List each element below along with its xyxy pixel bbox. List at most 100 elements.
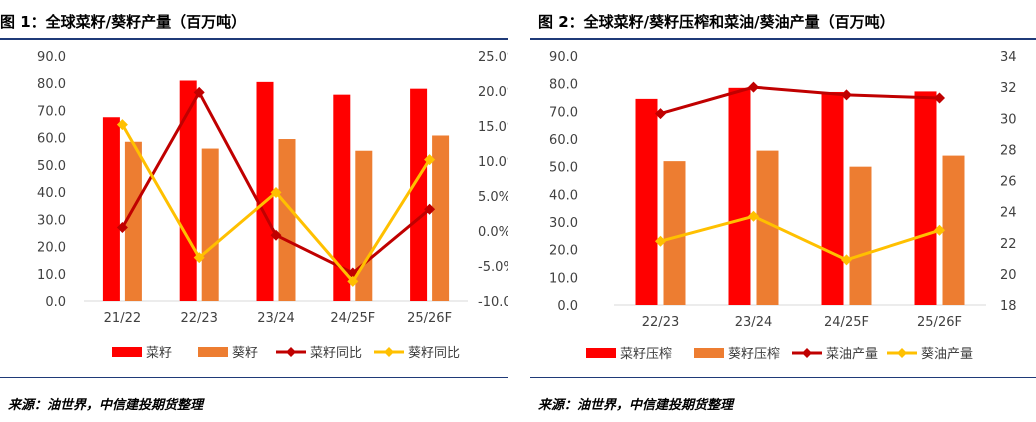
line-marker [934,224,945,236]
bar-secondary [663,161,686,305]
line-marker [193,86,205,98]
series-line-primary [660,85,940,116]
figure-2-title: 图 2：全球菜籽/葵籽压榨和菜油/葵油产量（百万吨） [538,13,895,31]
legend-label: 菜籽压榨 [620,346,672,362]
y-left-tick-label: 60.0 [549,133,578,148]
line-marker [116,222,128,233]
legend-swatch [586,348,616,358]
bar-secondary [849,166,872,305]
line-marker [655,108,666,120]
line-marker [748,81,759,93]
y-right-tick-label: 24 [1000,206,1017,221]
y-right-tick-label: -10.0% [478,295,508,310]
line-marker [841,89,852,101]
line-marker [116,119,128,131]
y-right-tick-label: 0.0% [478,225,508,240]
y-left-tick-label: 40.0 [549,188,578,203]
figure-1-chart: 0.0 10.0 20.0 30.0 40.0 50.0 60.0 70.0 80.0 90.0 -… [37,50,508,361]
x-tick-label: 23/24 [257,311,294,326]
y-left-tick-label: 50.0 [37,159,66,174]
legend-marker [802,348,812,358]
y-left-tick-label: 60.0 [37,132,66,147]
bar-primary [728,87,751,305]
series-line-primary [121,90,431,275]
x-tick-label: 21/22 [104,311,141,326]
line-marker [270,229,282,241]
bar-primary [102,117,120,301]
figure-1-title: 图 1：全球菜籽/葵籽产量（百万吨） [0,13,247,31]
y-right-tick-label: 15.0% [478,120,508,135]
legend-label: 葵籽同比 [408,346,460,361]
y-left-tick-label: 90.0 [37,50,66,65]
legend-marker [286,347,296,357]
x-tick-label: 25/26F [407,311,452,326]
y-left-tick-label: 80.0 [37,77,66,92]
bar-primary [914,91,937,305]
x-tick-label: 24/25F [824,315,869,330]
legend-label: 菜油产量 [826,347,878,362]
y-left-tick-label: 10.0 [37,268,66,283]
figure-2-source: 来源：油世界，中信建投期货整理 [538,398,734,413]
y-left-tick-label: 20.0 [37,241,66,256]
legend-label: 菜籽同比 [310,346,362,361]
series-line-secondary [660,214,940,262]
y-right-tick-label: 28 [1000,143,1017,158]
y-right-tick-label: -5.0% [478,260,508,275]
legend-label: 菜籽 [146,346,172,361]
x-tick-label: 25/26F [917,315,962,330]
y-right-tick-label: 32 [1000,81,1017,96]
line-marker [748,210,759,222]
bar-primary [821,91,844,305]
y-left-tick-label: 30.0 [37,213,66,228]
line-marker [424,154,436,166]
y-left-tick-label: 40.0 [37,186,66,201]
y-left-tick-label: 70.0 [549,105,578,120]
y-right-tick-label: 25.0% [478,50,508,65]
y-right-tick-label: 5.0% [478,190,508,205]
figure-1-bottom-rule [0,377,508,378]
y-left-tick-label: 0.0 [557,299,578,314]
bar-primary [635,98,658,305]
bar-primary [333,94,351,302]
y-left-tick-label: 0.0 [45,295,66,310]
y-left-tick-label: 10.0 [549,271,578,286]
y-left-tick-label: 50.0 [549,161,578,176]
y-right-tick-label: 20 [1000,268,1017,283]
x-tick-label: 24/25F [330,311,375,326]
figure-2-title-rule [530,38,1036,40]
line-marker [934,92,945,104]
legend-label: 葵油产量 [921,347,973,362]
bar-secondary [201,148,219,301]
line-marker [841,254,852,266]
bar-secondary [432,135,450,301]
y-right-tick-label: 26 [1000,175,1017,190]
y-right-tick-label: 20.0% [478,85,508,100]
bar-primary [256,81,274,301]
bar-secondary [124,141,142,301]
y-left-tick-label: 90.0 [549,50,578,65]
figure-2-bottom-rule [530,377,1036,378]
legend-swatch [694,348,724,358]
legend-marker [384,347,394,357]
legend-swatch [198,347,228,357]
bar-primary [410,88,428,301]
bar-secondary [756,150,779,305]
line-marker [270,187,282,198]
line-marker [347,275,359,287]
x-tick-label: 22/23 [642,315,679,330]
bar-secondary [278,139,296,301]
y-left-tick-label: 30.0 [549,216,578,231]
legend-label: 葵籽 [232,346,258,361]
y-right-tick-label: 34 [1000,50,1017,65]
y-right-tick-label: 10.0% [478,155,508,170]
line-marker [193,252,205,264]
legend-marker [897,348,907,358]
x-tick-label: 22/23 [180,311,217,326]
bar-secondary [355,150,373,301]
legend-label: 葵籽压榨 [728,346,780,362]
figure-1-title-rule [0,38,508,40]
line-marker [655,235,666,247]
line-marker [424,203,436,215]
legend-swatch [112,347,142,357]
x-tick-label: 23/24 [735,315,772,330]
